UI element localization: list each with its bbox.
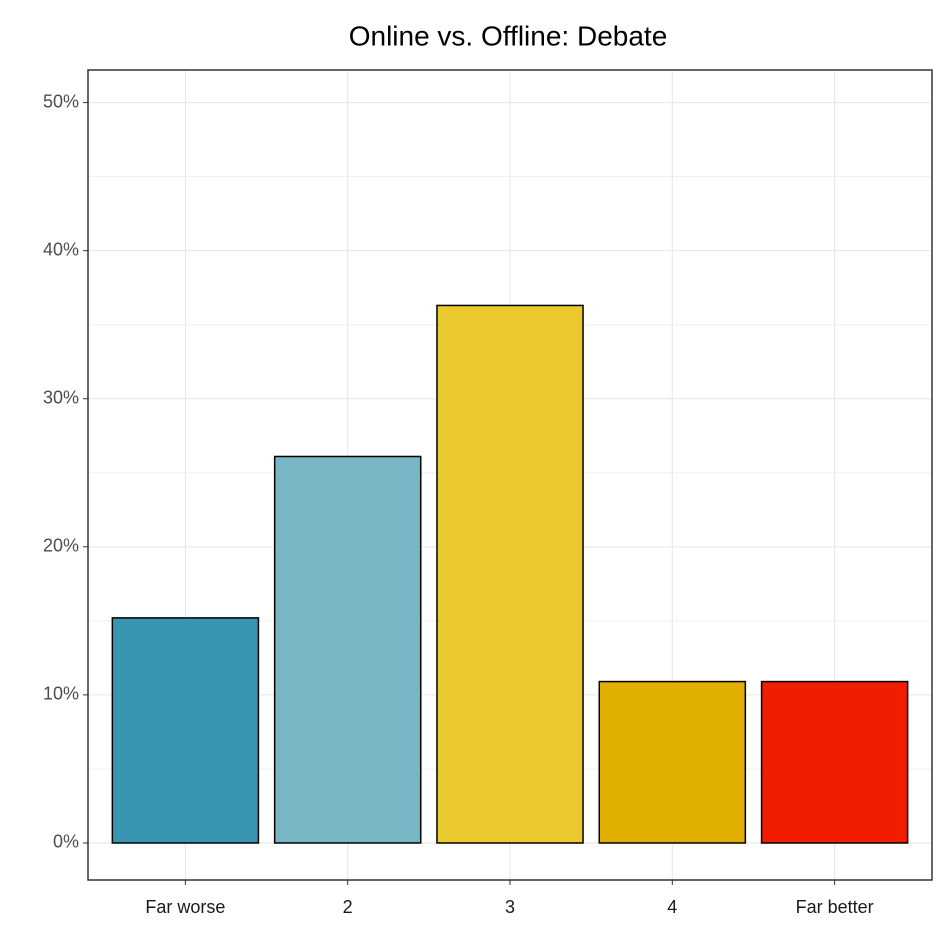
y-tick-label: 0% <box>53 832 79 852</box>
x-tick-label: Far better <box>796 897 874 917</box>
bar <box>111 617 260 844</box>
x-tick-label: 2 <box>343 897 353 917</box>
x-tick-label: 4 <box>667 897 677 917</box>
y-tick-label: 30% <box>43 387 79 407</box>
y-tick-label: 40% <box>43 239 79 259</box>
x-tick-label: Far worse <box>145 897 225 917</box>
bar <box>760 680 909 844</box>
bar <box>273 455 422 844</box>
x-tick-label: 3 <box>505 897 515 917</box>
chart-title: Online vs. Offline: Debate <box>349 20 668 51</box>
bar <box>436 304 584 844</box>
y-tick-label: 10% <box>43 684 79 704</box>
y-tick-label: 50% <box>43 91 79 111</box>
y-tick-label: 20% <box>43 536 79 556</box>
bar <box>598 680 747 844</box>
plot-border <box>87 69 933 881</box>
